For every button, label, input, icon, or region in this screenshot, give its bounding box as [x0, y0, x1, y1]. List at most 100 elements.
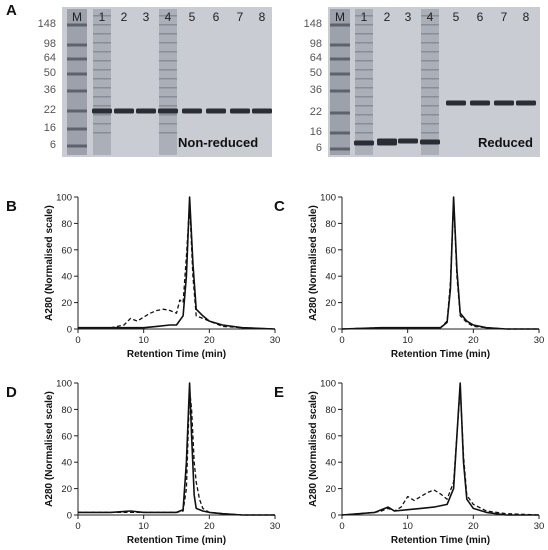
y-tick-label: 20 [61, 484, 72, 495]
marker-band [330, 111, 350, 115]
mw-marker-label: 6 [315, 142, 322, 154]
lane-label: 8 [522, 10, 530, 24]
lysate-smear [93, 9, 111, 155]
protein-band [494, 100, 514, 106]
panel-label-a: A [6, 2, 17, 19]
series-line-dashed [341, 386, 540, 516]
lane-label: 4 [426, 10, 434, 24]
gel-caption: Non-reduced [178, 135, 259, 150]
marker-band [67, 109, 87, 113]
y-tick-label: 20 [325, 484, 336, 495]
mw-marker-label: 98 [309, 38, 322, 50]
y-tick-label: 100 [56, 193, 72, 204]
protein-band [136, 108, 156, 114]
marker-band [330, 131, 350, 135]
marker-band [330, 57, 350, 61]
lane-label: 1 [98, 10, 106, 24]
panel-label: E [274, 384, 284, 401]
mw-marker-label: 22 [309, 106, 322, 118]
lane-label: 2 [383, 10, 391, 24]
series-line-dashed [78, 202, 276, 330]
x-tick-label: 30 [534, 335, 545, 346]
protein-band [377, 138, 397, 146]
marker-band [330, 147, 350, 151]
mw-marker-label: 16 [43, 122, 56, 134]
mw-marker-label: 6 [49, 139, 56, 151]
x-tick-label: 0 [339, 335, 344, 346]
mw-marker-label: 64 [43, 52, 56, 64]
lysate-smear [421, 9, 439, 155]
panel-label: B [6, 198, 17, 215]
marker-band [67, 127, 87, 131]
lane-label: 8 [258, 10, 266, 24]
y-tick-label: 60 [325, 431, 336, 442]
y-tick-label: 20 [325, 298, 336, 309]
gel-caption: Reduced [478, 135, 533, 150]
mw-marker-label: 22 [43, 104, 56, 116]
protein-band [516, 100, 536, 106]
marker-band [67, 144, 87, 148]
lane-label: M [335, 10, 345, 24]
lane-label: 4 [164, 10, 172, 24]
lane-label: 3 [404, 10, 412, 24]
y-axis-label: A280 (Normalised scale) [308, 391, 319, 507]
series-line-solid [341, 196, 539, 330]
protein-band [398, 138, 418, 144]
marker-band [67, 23, 87, 27]
y-tick-label: 20 [61, 298, 72, 309]
series-line-solid [341, 382, 539, 516]
protein-band [446, 100, 466, 106]
protein-band [92, 108, 112, 114]
y-tick-label: 0 [67, 325, 72, 336]
lane-label: 6 [212, 10, 220, 24]
mw-marker-label: 64 [309, 52, 322, 64]
x-tick-label: 20 [468, 521, 479, 532]
mw-marker-label: 50 [309, 67, 322, 79]
marker-band [67, 43, 87, 47]
x-tick-label: 20 [204, 335, 215, 346]
y-tick-label: 40 [61, 458, 72, 469]
y-tick-label: 60 [325, 245, 336, 256]
protein-band [470, 100, 490, 106]
lane-label: 7 [236, 10, 244, 24]
series-line-dashed [341, 198, 539, 330]
y-tick-label: 100 [320, 379, 336, 390]
panel-label: D [6, 384, 17, 401]
x-tick-label: 10 [138, 335, 149, 346]
y-tick-label: 40 [325, 458, 336, 469]
x-tick-label: 0 [75, 335, 80, 346]
protein-band [252, 108, 272, 114]
lane-label: 6 [476, 10, 484, 24]
protein-band [206, 108, 226, 114]
y-tick-label: 0 [331, 511, 336, 522]
lane-label: 2 [120, 10, 128, 24]
mw-marker-label: 36 [43, 84, 56, 96]
y-tick-label: 80 [325, 405, 336, 416]
marker-band [67, 72, 87, 76]
x-tick-label: 30 [270, 521, 281, 532]
mw-marker-label: 98 [43, 38, 56, 50]
marker-lane [67, 9, 87, 155]
x-tick-label: 30 [270, 335, 281, 346]
y-tick-label: 80 [61, 405, 72, 416]
x-tick-label: 0 [339, 521, 344, 532]
lane-label: 1 [360, 10, 368, 24]
y-tick-label: 80 [325, 219, 336, 230]
protein-band [230, 108, 250, 114]
lane-label: 5 [188, 10, 196, 24]
x-tick-label: 0 [75, 521, 80, 532]
x-tick-label: 10 [402, 335, 413, 346]
y-axis-label: A280 (Normalised scale) [44, 391, 55, 507]
marker-band [330, 72, 350, 76]
protein-band [182, 108, 202, 114]
y-tick-label: 60 [61, 245, 72, 256]
marker-band [67, 89, 87, 93]
lane-label: 7 [500, 10, 508, 24]
y-tick-label: 100 [56, 379, 72, 390]
x-axis-label: Retention Time (min) [127, 535, 226, 546]
y-tick-label: 0 [331, 325, 336, 336]
y-tick-label: 40 [61, 272, 72, 283]
x-tick-label: 20 [204, 521, 215, 532]
protein-band [354, 140, 374, 146]
marker-band [330, 23, 350, 27]
